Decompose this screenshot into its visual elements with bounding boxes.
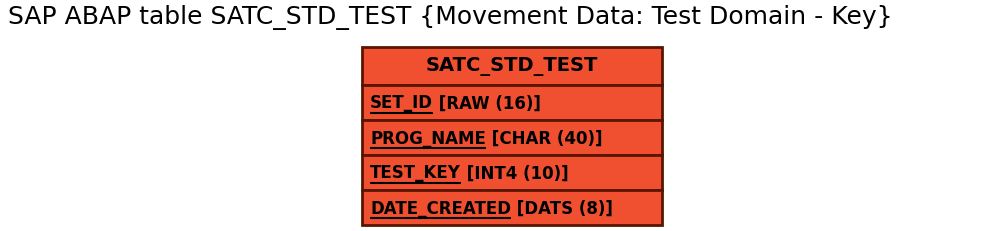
Bar [362, 86, 662, 121]
Text: [RAW (16)]: [RAW (16)] [433, 94, 541, 112]
Text: SATC_STD_TEST: SATC_STD_TEST [426, 57, 598, 76]
Bar [362, 121, 662, 155]
Bar [362, 48, 662, 86]
Bar [362, 190, 662, 225]
Text: PROG_NAME: PROG_NAME [370, 129, 485, 147]
Text: TEST_KEY: TEST_KEY [370, 164, 461, 182]
Text: [DATS (8)]: [DATS (8)] [511, 199, 613, 217]
Text: SAP ABAP table SATC_STD_TEST {Movement Data: Test Domain - Key}: SAP ABAP table SATC_STD_TEST {Movement D… [8, 5, 892, 30]
Text: [INT4 (10)]: [INT4 (10)] [461, 164, 569, 182]
Text: DATE_CREATED: DATE_CREATED [370, 199, 511, 217]
Bar [362, 155, 662, 190]
Text: SET_ID: SET_ID [370, 94, 433, 112]
Text: [CHAR (40)]: [CHAR (40)] [485, 129, 602, 147]
